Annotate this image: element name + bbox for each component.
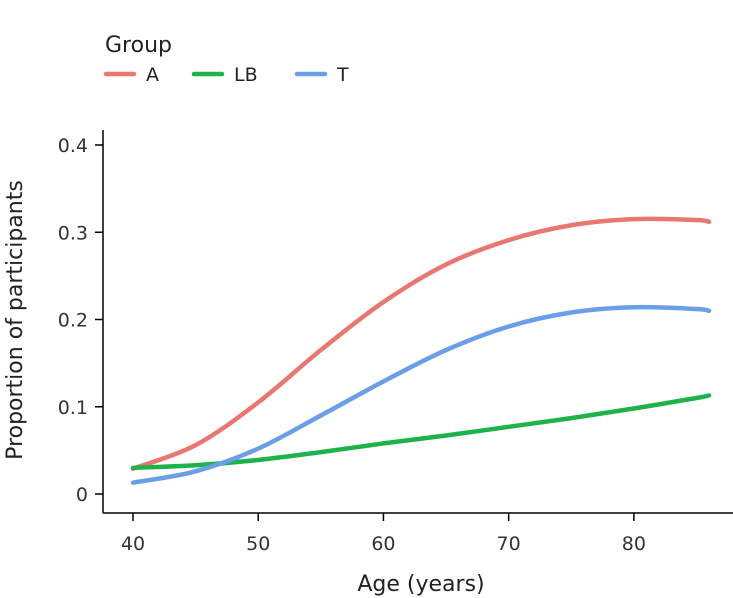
- y-ticks: 0 0.1 0.2 0.3 0.4: [58, 135, 103, 506]
- x-tick-label: 40: [121, 533, 145, 555]
- y-tick-label: 0.1: [58, 397, 88, 419]
- x-tick-label: 70: [497, 533, 521, 555]
- series-lines: [130, 216, 712, 485]
- y-tick-label: 0.4: [58, 135, 88, 157]
- x-tick-label: 80: [622, 533, 646, 555]
- legend-title: Group: [105, 33, 172, 58]
- series-line-t: [130, 304, 712, 485]
- series-line-lb: [130, 393, 712, 471]
- legend: Group A LB T: [103, 33, 349, 86]
- legend-label-a: A: [146, 64, 159, 86]
- x-tick-label: 50: [246, 533, 270, 555]
- y-tick-label: 0.2: [58, 310, 88, 332]
- x-axis-title: Age (years): [357, 572, 484, 597]
- legend-label-lb: LB: [234, 64, 258, 86]
- series-line-a: [130, 216, 712, 471]
- x-ticks: 40 50 60 70 80: [121, 513, 646, 555]
- y-tick-label: 0.3: [58, 222, 88, 244]
- legend-label-t: T: [336, 64, 349, 86]
- y-tick-label: 0: [76, 484, 88, 506]
- y-axis-title: Proportion of participants: [3, 180, 28, 460]
- axes: [102, 130, 733, 514]
- x-tick-label: 60: [371, 533, 395, 555]
